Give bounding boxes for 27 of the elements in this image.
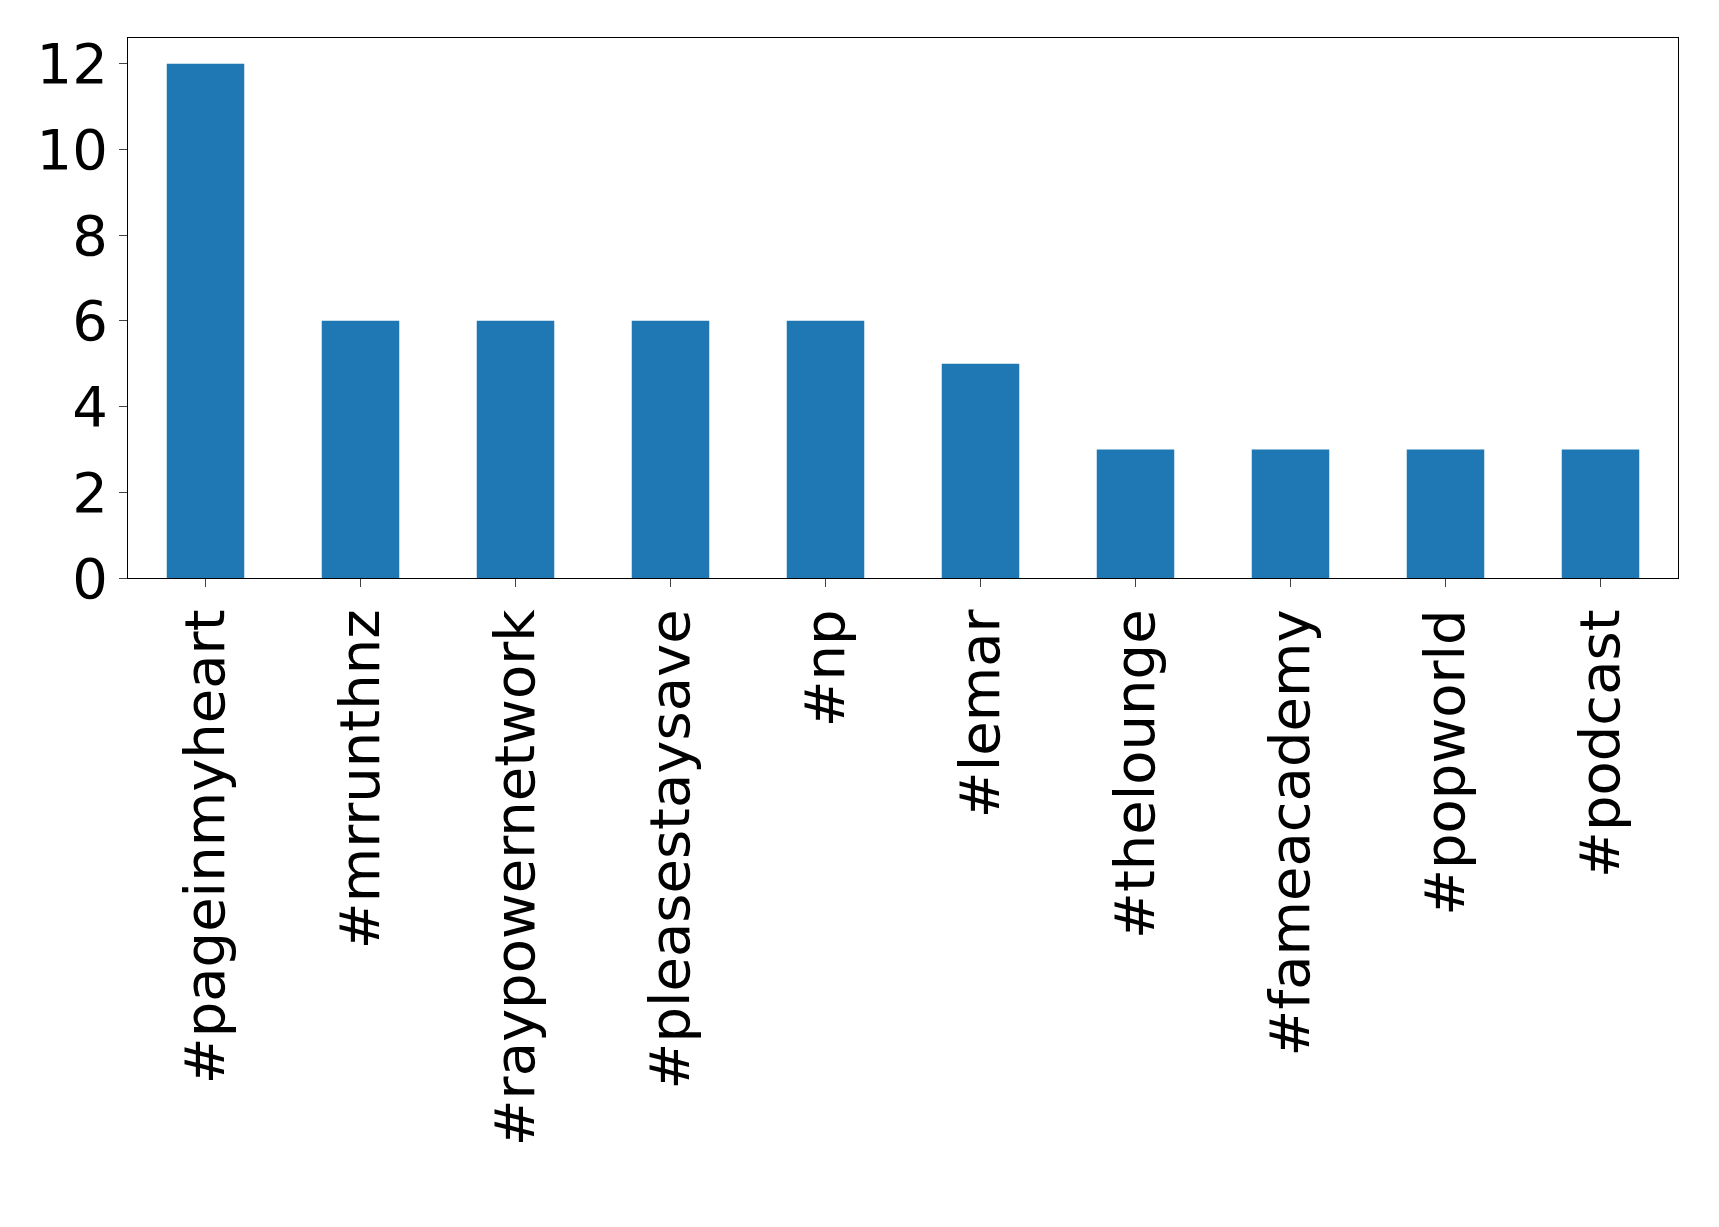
y-tick-label: 2 xyxy=(72,459,108,525)
x-tick-label: #raypowernetwork xyxy=(481,608,547,1147)
x-tick-label: #fameacademy xyxy=(1256,609,1322,1057)
y-tick-label: 4 xyxy=(72,374,108,440)
y-tick-label: 10 xyxy=(36,117,108,183)
bar xyxy=(1251,449,1330,578)
bar xyxy=(476,320,555,578)
bar xyxy=(1406,449,1485,578)
x-tick-label: #popworld xyxy=(1411,609,1477,916)
y-tick-label: 12 xyxy=(36,31,108,97)
bar xyxy=(321,320,400,578)
y-tick-label: 6 xyxy=(72,288,108,354)
x-tick-label: #np xyxy=(791,609,857,728)
x-tick-label: #lemar xyxy=(946,608,1012,819)
bar xyxy=(1561,449,1640,578)
x-tick-label: #podcast xyxy=(1566,609,1632,878)
x-tick-label: #thelounge xyxy=(1101,609,1167,940)
x-tick-label: #mrrunthnz xyxy=(326,609,392,950)
y-tick-label: 0 xyxy=(72,545,108,611)
bar xyxy=(941,363,1020,578)
bar xyxy=(631,320,710,578)
x-tick-label: #pleasestaysave xyxy=(636,609,702,1090)
bar xyxy=(786,320,865,578)
bar xyxy=(166,63,245,578)
x-tick-label: #pageinmyheart xyxy=(171,609,237,1085)
bar xyxy=(1096,449,1175,578)
y-tick-label: 8 xyxy=(72,202,108,268)
